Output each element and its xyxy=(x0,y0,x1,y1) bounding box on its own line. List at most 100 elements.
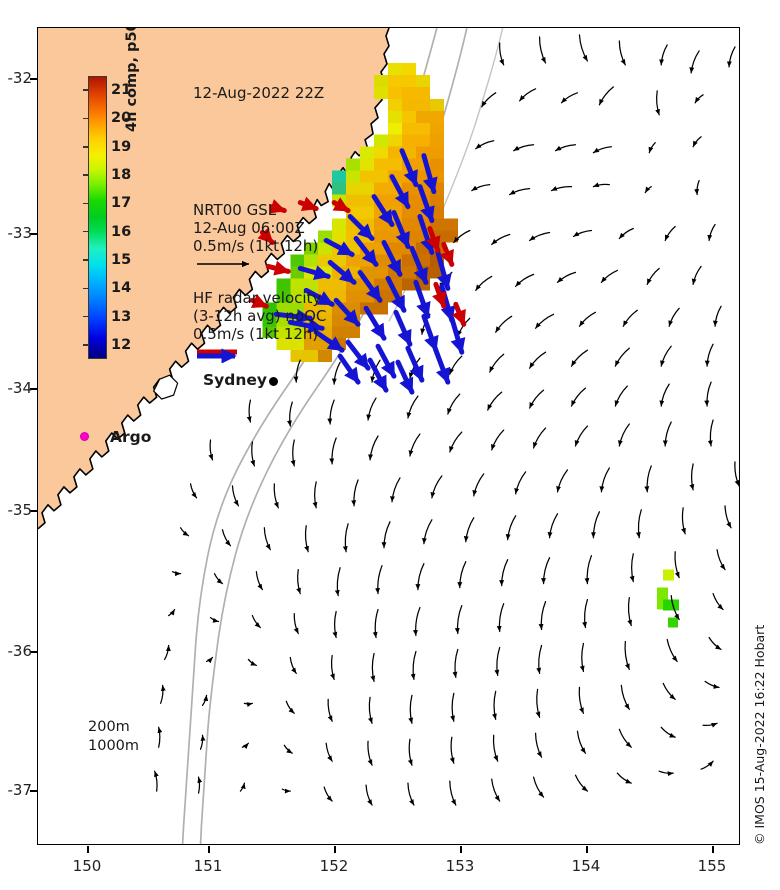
velocity-vector xyxy=(658,770,674,777)
x-axis-tickmark xyxy=(334,846,336,853)
y-axis-tickmark xyxy=(30,78,37,80)
velocity-vector xyxy=(208,439,214,461)
velocity-vector xyxy=(345,339,371,371)
y-axis-tickmark xyxy=(30,388,37,390)
sst-cell xyxy=(332,170,347,183)
velocity-vector xyxy=(532,776,545,798)
hf-legend-line1: HF radar velocity xyxy=(193,289,322,307)
velocity-vector xyxy=(712,592,724,611)
sst-cell xyxy=(388,242,416,255)
velocity-vector xyxy=(536,644,543,675)
map-plot-area[interactable]: 21 20 19 18 17 16 15 14 13 12 4h comp, p50, All S… xyxy=(37,27,740,845)
colorbar-tick-label: 13 xyxy=(111,308,132,325)
bathy-label-200m: 200m xyxy=(88,719,130,735)
sst-cell xyxy=(262,326,277,339)
velocity-vector xyxy=(681,507,686,535)
sst-cell xyxy=(332,326,361,339)
velocity-vector xyxy=(496,602,505,633)
velocity-vector xyxy=(342,523,349,553)
colorbar-tick xyxy=(83,259,88,261)
velocity-vector xyxy=(644,465,652,493)
velocity-vector xyxy=(724,505,732,529)
velocity-vector xyxy=(475,275,493,291)
sst-cell xyxy=(332,182,347,195)
velocity-vector xyxy=(433,347,451,385)
sst-cell xyxy=(304,338,333,351)
sst-cell xyxy=(429,194,444,207)
sst-cell xyxy=(388,110,402,123)
sst-cell xyxy=(663,569,675,581)
velocity-vector xyxy=(285,700,295,714)
velocity-vector xyxy=(574,425,589,447)
velocity-vector xyxy=(726,46,736,68)
sst-cell xyxy=(318,242,333,255)
velocity-vector xyxy=(367,357,389,393)
sst-cell xyxy=(262,302,277,315)
velocity-vector xyxy=(700,760,714,770)
sst-cell xyxy=(290,350,319,363)
velocity-vector xyxy=(304,525,309,553)
velocity-vector xyxy=(712,305,722,327)
hf-legend-line3: 0.5m/s (1kt 12h) xyxy=(193,325,319,343)
sst-cell xyxy=(388,134,402,147)
sst-cell xyxy=(360,158,375,171)
x-axis-tickmark xyxy=(586,846,588,853)
velocity-vector xyxy=(481,92,497,108)
velocity-vector xyxy=(707,419,714,447)
velocity-vector xyxy=(646,267,660,285)
velocity-vector xyxy=(457,561,467,589)
bathymetry-legend: 200m 1000m xyxy=(88,718,139,756)
velocity-vector xyxy=(408,694,414,724)
colorbar-tick xyxy=(83,230,88,233)
sst-cell xyxy=(374,278,402,291)
sst-cell xyxy=(668,617,679,628)
velocity-vector xyxy=(514,471,527,495)
colorbar-tick xyxy=(83,89,88,91)
velocity-vector xyxy=(363,305,387,341)
velocity-vector xyxy=(351,479,359,507)
velocity-vector xyxy=(327,259,357,285)
velocity-vector xyxy=(660,726,676,738)
sst-cell xyxy=(429,134,444,147)
velocity-vector xyxy=(171,571,182,577)
x-axis-tickmark xyxy=(87,846,89,853)
velocity-vector xyxy=(255,571,263,591)
velocity-vector xyxy=(494,646,501,677)
velocity-vector xyxy=(413,279,431,319)
velocity-vector xyxy=(250,441,256,467)
velocity-vector xyxy=(734,461,739,487)
velocity-vector xyxy=(556,271,577,283)
velocity-vector xyxy=(323,237,355,257)
velocity-vector xyxy=(164,644,171,661)
gsl-legend-line2: 12-Aug 06:00Z xyxy=(193,219,305,237)
velocity-vector xyxy=(560,92,579,104)
velocity-vector xyxy=(283,744,293,754)
colorbar-tick-label: 20 xyxy=(111,110,132,127)
velocity-vector xyxy=(385,275,407,313)
velocity-vector xyxy=(189,483,198,499)
velocity-vector xyxy=(491,778,501,802)
velocity-vector xyxy=(154,770,159,792)
sst-cell xyxy=(360,146,375,159)
velocity-vector xyxy=(281,788,291,794)
sst-cell xyxy=(276,302,305,315)
velocity-vector xyxy=(576,730,587,754)
sst-cell xyxy=(388,266,416,279)
gsl-velocity-layer xyxy=(154,34,739,806)
velocity-vector xyxy=(213,573,224,585)
y-axis-tickmark xyxy=(30,651,37,653)
velocity-vector xyxy=(331,197,351,214)
velocity-vector xyxy=(409,245,429,285)
velocity-vector xyxy=(327,399,335,425)
velocity-vector xyxy=(554,144,577,152)
velocity-vector xyxy=(463,517,475,543)
red-velocity-layer xyxy=(249,196,467,327)
velocity-vector xyxy=(179,527,190,537)
sst-cell xyxy=(262,314,277,327)
velocity-vector xyxy=(616,772,632,784)
velocity-vector xyxy=(408,433,421,457)
velocity-vector xyxy=(570,349,589,367)
velocity-vector xyxy=(666,638,678,663)
velocity-vector xyxy=(205,656,214,664)
sst-cell xyxy=(374,134,389,147)
